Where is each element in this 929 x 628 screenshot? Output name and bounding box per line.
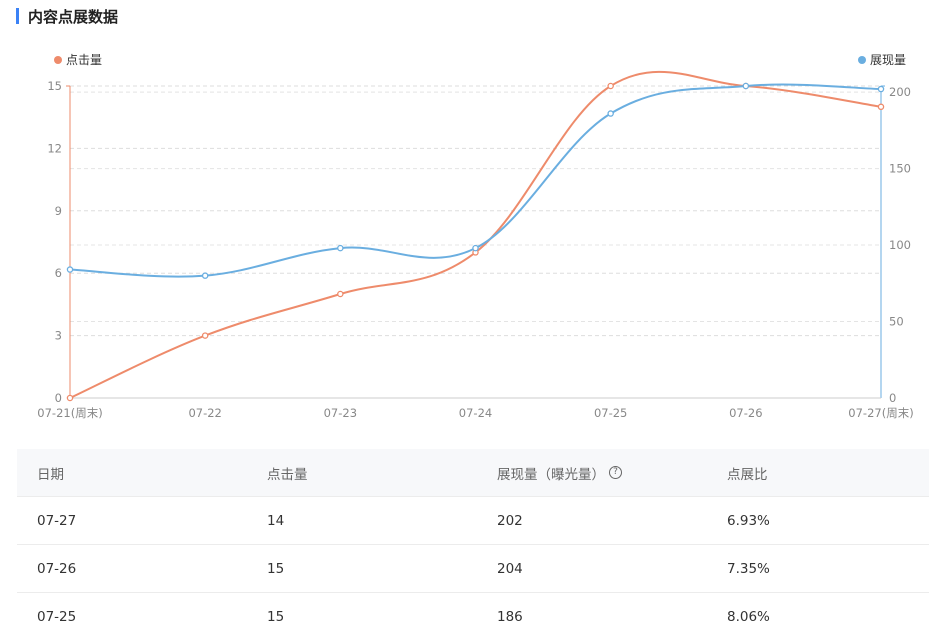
y-left-tick-label: 0: [55, 391, 62, 405]
table-row: 07-27 14 202 6.93%: [17, 497, 929, 545]
clicks-data-point: [66, 394, 74, 402]
column-header-impressions-label: 展现量（曝光量）: [497, 466, 605, 483]
title-accent-bar: [16, 8, 19, 24]
impressions-data-point: [201, 272, 209, 279]
impressions-data-point: [877, 85, 885, 93]
cell-ctr: 7.35%: [727, 560, 770, 577]
table-row: 07-25 15 186 8.06%: [17, 593, 929, 628]
x-tick-label: 07-24: [459, 406, 492, 420]
y-right-tick-label: 150: [889, 162, 911, 176]
impressions-data-point: [66, 266, 74, 273]
cell-clicks: 15: [267, 608, 285, 625]
table-row: 07-26 15 204 7.35%: [17, 545, 929, 593]
x-tick-label: 07-27(周末): [848, 406, 913, 420]
column-header-impressions: 展现量（曝光量） ?: [477, 463, 707, 483]
cell-clicks: 15: [267, 560, 285, 577]
column-header-ctr: 点展比: [727, 466, 768, 483]
y-left-tick-label: 9: [55, 204, 62, 218]
table-header-row: 日期 点击量 展现量（曝光量） ? 点展比: [17, 449, 929, 497]
page-title: 内容点展数据: [28, 7, 119, 26]
cell-impressions: 204: [497, 560, 523, 577]
cell-date: 07-25: [37, 608, 77, 625]
y-right-tick-label: 200: [889, 85, 911, 99]
cell-impressions: 186: [497, 608, 523, 625]
y-left-tick-label: 3: [55, 329, 62, 343]
impressions-data-point: [607, 110, 614, 117]
cell-clicks: 14: [267, 512, 285, 529]
clicks-data-point: [877, 103, 885, 111]
x-tick-label: 07-22: [188, 406, 221, 420]
legend-impressions-marker: [858, 56, 866, 64]
impressions-data-point: [472, 244, 479, 252]
clicks-series-line: [69, 70, 882, 399]
cell-date: 07-26: [37, 560, 77, 577]
y-right-tick-label: 0: [889, 391, 896, 405]
clicks-data-point: [201, 332, 209, 339]
column-header-date: 日期: [37, 466, 64, 483]
legend-clicks-marker: [54, 56, 62, 64]
clicks-data-point: [607, 82, 614, 90]
y-left-tick-label: 12: [47, 141, 62, 155]
legend-impressions-label: 展现量: [870, 53, 906, 67]
cell-ctr: 8.06%: [727, 608, 770, 625]
impressions-data-point: [742, 82, 750, 90]
impressions-data-point: [337, 244, 344, 252]
x-tick-label: 07-25: [594, 406, 627, 420]
x-tick-label: 07-23: [324, 406, 357, 420]
cell-impressions: 202: [497, 512, 523, 529]
data-table: 日期 点击量 展现量（曝光量） ? 点展比 07-27 14 202 6.93%…: [17, 449, 929, 628]
legend-clicks-label: 点击量: [66, 53, 102, 67]
y-right-tick-label: 50: [889, 315, 904, 329]
y-left-tick-label: 6: [55, 266, 62, 280]
cell-date: 07-27: [37, 512, 77, 529]
section-header: 内容点展数据: [16, 6, 118, 26]
column-header-clicks: 点击量: [267, 466, 308, 483]
question-circle-icon[interactable]: ?: [609, 466, 622, 479]
cell-ctr: 6.93%: [727, 512, 770, 529]
clicks-data-point: [337, 290, 344, 298]
y-left-tick-label: 15: [47, 79, 62, 93]
x-tick-label: 07-21(周末): [37, 406, 102, 420]
y-right-tick-label: 100: [889, 238, 911, 252]
x-tick-label: 07-26: [729, 406, 762, 420]
